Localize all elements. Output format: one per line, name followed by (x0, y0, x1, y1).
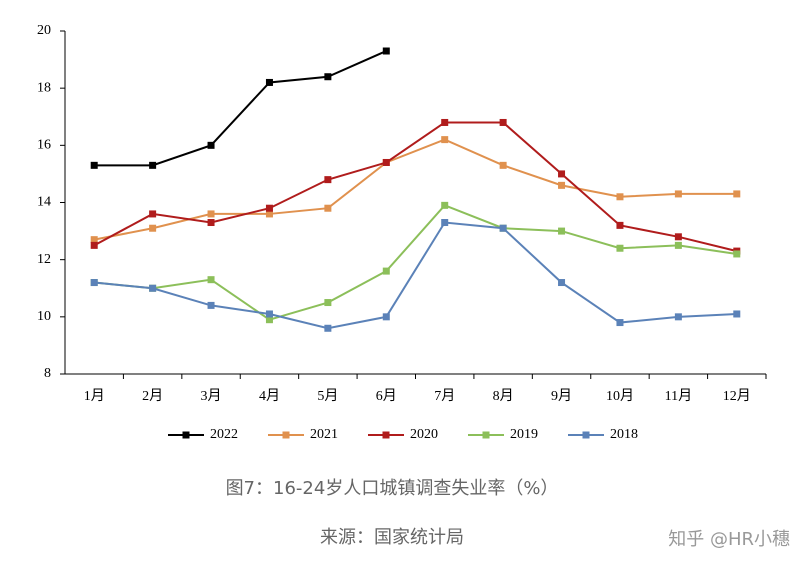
series-line (94, 204, 737, 321)
series-line (94, 221, 737, 330)
point (558, 279, 566, 287)
point (674, 233, 682, 241)
point (499, 161, 507, 169)
legend-marker (582, 431, 590, 439)
point (265, 310, 273, 318)
point (382, 313, 390, 321)
source: 来源：国家统计局 (320, 527, 464, 548)
point (558, 170, 566, 178)
y-tick-label: 14 (37, 195, 51, 210)
y-tick-label: 20 (37, 23, 51, 38)
point (441, 118, 449, 126)
point (441, 219, 449, 227)
legend-marker (482, 431, 490, 439)
point (207, 276, 215, 284)
point (90, 236, 98, 244)
point (265, 210, 273, 218)
point (733, 250, 741, 258)
legend-label: 2019 (510, 427, 538, 442)
y-tick-label: 10 (37, 309, 51, 324)
x-tick-label: 2月 (142, 388, 163, 404)
point (558, 227, 566, 235)
point (616, 193, 624, 201)
point (382, 47, 390, 55)
caption: 图7：16-24岁人口城镇调查失业率（%） (226, 478, 559, 499)
legend-marker (182, 431, 190, 439)
point (324, 299, 332, 307)
point (382, 267, 390, 275)
point (149, 284, 157, 292)
legend-label: 2018 (610, 427, 638, 442)
point (441, 136, 449, 144)
point (674, 190, 682, 198)
point (207, 210, 215, 218)
point (733, 190, 741, 198)
y-tick-label: 16 (37, 138, 51, 153)
x-tick-label: 7月 (434, 388, 455, 404)
point (674, 241, 682, 249)
point (90, 241, 98, 249)
point (558, 181, 566, 189)
series-line (94, 50, 387, 167)
legend-label: 2022 (210, 427, 238, 442)
watermark: 知乎 @HR小穗 (668, 529, 790, 550)
point (674, 313, 682, 321)
point (616, 319, 624, 327)
x-tick-label: 4月 (259, 388, 280, 404)
point (149, 210, 157, 218)
legend-marker (282, 431, 290, 439)
y-tick-label: 12 (37, 252, 51, 267)
y-tick-label: 18 (37, 80, 51, 95)
point (207, 219, 215, 227)
point (265, 78, 273, 86)
point (149, 224, 157, 232)
point (616, 244, 624, 252)
point (265, 204, 273, 212)
point (90, 161, 98, 169)
point (207, 301, 215, 309)
point (207, 141, 215, 149)
point (265, 316, 273, 324)
x-tick-label: 3月 (201, 388, 222, 404)
legend-label: 2020 (410, 427, 438, 442)
x-tick-label: 8月 (493, 388, 514, 404)
x-tick-label: 5月 (317, 388, 338, 404)
x-tick-label: 9月 (551, 388, 572, 404)
x-tick-label: 11月 (665, 388, 692, 404)
x-tick-label: 12月 (723, 388, 751, 404)
point (382, 158, 390, 166)
point (324, 204, 332, 212)
point (324, 176, 332, 184)
point (733, 310, 741, 318)
point (90, 279, 98, 287)
y-tick-label: 8 (44, 366, 51, 381)
x-tick-label: 1月 (84, 388, 105, 404)
point (616, 221, 624, 229)
point (149, 161, 157, 169)
point (324, 73, 332, 81)
legend-marker (382, 431, 390, 439)
point (324, 324, 332, 332)
series-line (93, 121, 738, 253)
point (499, 224, 507, 232)
legend-label: 2021 (310, 427, 338, 442)
series-line (94, 138, 737, 241)
x-tick-label: 10月 (606, 388, 634, 404)
x-tick-label: 6月 (376, 388, 397, 404)
point (499, 118, 507, 126)
point (441, 201, 449, 209)
